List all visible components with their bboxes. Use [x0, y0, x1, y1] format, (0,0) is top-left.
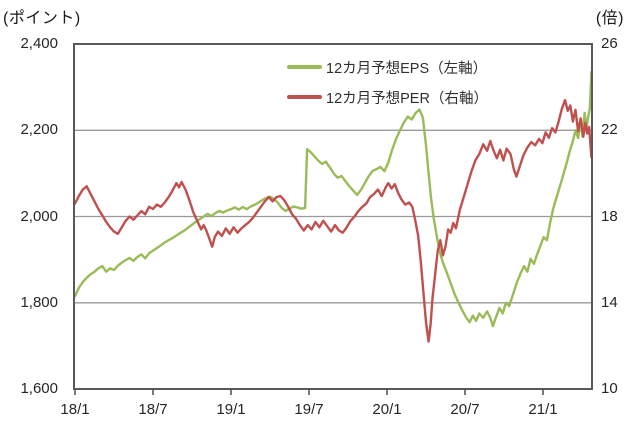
legend-item-per: 12カ月予想PER（右軸） — [287, 86, 488, 108]
x-axis-tick-label: 18/7 — [138, 401, 168, 418]
x-axis-tick-label: 20/1 — [372, 401, 402, 418]
right-axis-unit-label: (倍) — [595, 10, 624, 27]
left-axis-tick-label: 1,800 — [20, 293, 58, 311]
legend-item-eps: 12カ月予想EPS（左軸） — [287, 56, 488, 78]
per-line — [73, 98, 593, 343]
left-axis-tick-label: 2,400 — [20, 35, 58, 52]
x-axis-tick-label: 18/1 — [60, 401, 90, 418]
right-axis-tick-label: 22 — [601, 121, 618, 139]
left-axis-unit-label: (ポイント) — [3, 10, 81, 27]
x-axis-tick-label: 20/7 — [450, 401, 480, 418]
left-axis-tick-label: 2,000 — [20, 207, 58, 225]
eps-legend-label: 12カ月予想EPS（左軸） — [326, 60, 488, 77]
x-axis-tick-label: 21/1 — [528, 401, 558, 418]
eps-line — [73, 70, 593, 328]
right-axis-tick-label: 14 — [601, 293, 618, 311]
right-axis-tick-label: 10 — [601, 380, 618, 397]
left-axis-tick-label: 1,600 — [20, 380, 58, 397]
plot-border — [73, 43, 593, 390]
right-axis-tick-label: 26 — [601, 35, 618, 52]
per-legend-swatch — [287, 95, 322, 99]
legend: 12カ月予想EPS（左軸） 12カ月予想PER（右軸） — [287, 56, 488, 108]
eps-legend-swatch — [287, 65, 322, 69]
left-axis-tick-label: 2,200 — [20, 121, 58, 139]
x-axis-tick-label: 19/7 — [294, 401, 324, 418]
x-axis-tick-label: 19/1 — [216, 401, 246, 418]
right-axis-tick-label: 18 — [601, 207, 618, 225]
per-legend-label: 12カ月予想PER（右軸） — [326, 90, 488, 107]
